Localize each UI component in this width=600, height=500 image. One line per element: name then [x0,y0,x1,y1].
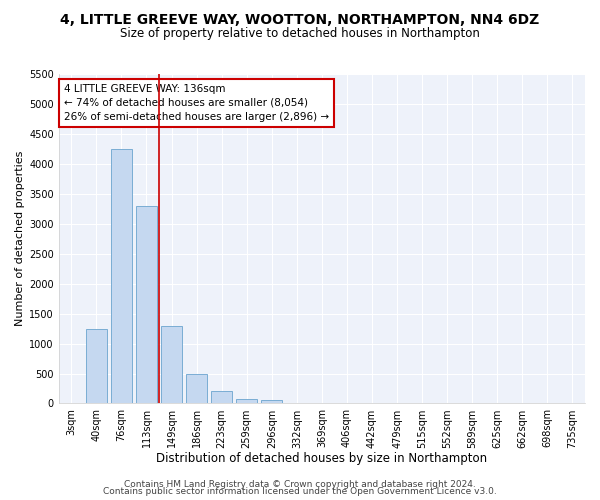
Text: Contains HM Land Registry data © Crown copyright and database right 2024.: Contains HM Land Registry data © Crown c… [124,480,476,489]
Text: Size of property relative to detached houses in Northampton: Size of property relative to detached ho… [120,28,480,40]
Bar [236,398,257,404]
Bar [186,374,207,404]
Text: 4 LITTLE GREEVE WAY: 136sqm
← 74% of detached houses are smaller (8,054)
26% of : 4 LITTLE GREEVE WAY: 136sqm ← 74% of det… [64,84,329,122]
Y-axis label: Number of detached properties: Number of detached properties [15,151,25,326]
X-axis label: Distribution of detached houses by size in Northampton: Distribution of detached houses by size … [157,452,487,465]
Bar [86,328,107,404]
Text: 4, LITTLE GREEVE WAY, WOOTTON, NORTHAMPTON, NN4 6DZ: 4, LITTLE GREEVE WAY, WOOTTON, NORTHAMPT… [61,12,539,26]
Bar [111,149,132,404]
Text: Contains public sector information licensed under the Open Government Licence v3: Contains public sector information licen… [103,488,497,496]
Bar [261,400,283,404]
Bar [136,206,157,404]
Bar [161,326,182,404]
Bar [211,392,232,404]
